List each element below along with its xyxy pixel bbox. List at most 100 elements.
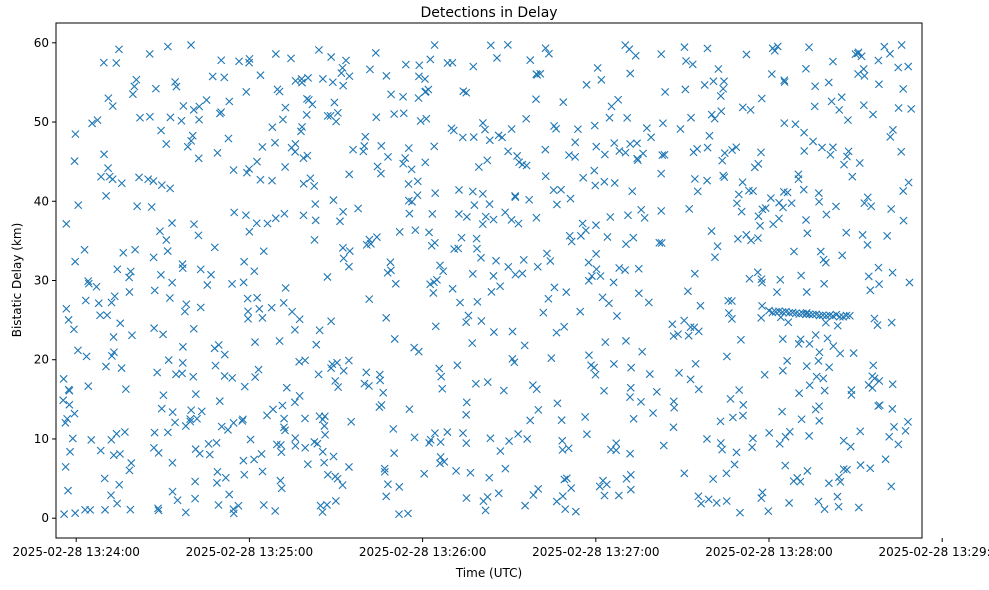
data-point xyxy=(429,288,438,297)
data-point xyxy=(125,273,134,282)
data-point xyxy=(102,191,111,200)
data-point xyxy=(113,499,122,508)
data-point xyxy=(163,428,172,437)
data-point xyxy=(225,97,234,106)
data-point xyxy=(596,272,605,281)
data-point xyxy=(612,439,621,448)
data-point xyxy=(93,116,102,125)
data-point xyxy=(757,313,766,322)
data-point xyxy=(210,243,219,252)
data-point xyxy=(860,71,869,80)
data-point xyxy=(842,465,851,474)
data-point xyxy=(404,196,413,205)
data-point xyxy=(815,348,824,357)
data-point xyxy=(163,247,172,256)
data-point xyxy=(181,508,190,517)
data-point xyxy=(754,234,762,243)
data-point xyxy=(455,185,463,194)
data-point xyxy=(390,449,399,458)
data-point xyxy=(544,49,553,58)
data-point xyxy=(836,349,845,358)
data-point xyxy=(744,186,753,195)
data-point xyxy=(81,296,90,305)
data-point xyxy=(268,176,277,185)
data-point xyxy=(121,385,130,394)
x-axis-label: Time (UTC) xyxy=(455,566,522,580)
data-point xyxy=(278,401,287,410)
data-point xyxy=(420,75,429,84)
data-point xyxy=(718,445,727,454)
data-point xyxy=(448,58,457,67)
data-point xyxy=(125,288,134,296)
data-point xyxy=(290,398,299,407)
data-point xyxy=(559,98,568,107)
data-point xyxy=(562,288,571,297)
data-point xyxy=(127,459,136,468)
data-point xyxy=(151,84,160,93)
data-point xyxy=(60,510,69,519)
data-point xyxy=(785,498,794,507)
data-point xyxy=(907,104,916,113)
data-point xyxy=(365,295,374,304)
data-point xyxy=(188,131,197,140)
data-point xyxy=(815,416,824,425)
data-point xyxy=(162,236,171,245)
data-point xyxy=(331,376,340,385)
data-point xyxy=(669,332,678,341)
data-point xyxy=(737,207,746,216)
data-point xyxy=(558,436,567,445)
data-point xyxy=(64,486,73,495)
data-point xyxy=(795,310,804,319)
data-point xyxy=(687,113,695,122)
data-point xyxy=(71,130,80,139)
data-point xyxy=(80,245,89,254)
data-point xyxy=(690,174,699,183)
data-point xyxy=(507,125,516,134)
data-point xyxy=(391,279,400,288)
data-point xyxy=(131,245,140,254)
data-point xyxy=(245,58,254,67)
data-point xyxy=(791,120,800,129)
data-point xyxy=(299,211,308,220)
data-point xyxy=(670,403,679,412)
data-point xyxy=(558,492,567,501)
data-point xyxy=(304,96,313,105)
data-point xyxy=(803,229,812,238)
data-point xyxy=(214,501,223,510)
data-point xyxy=(276,476,285,485)
data-point xyxy=(258,313,267,322)
data-point xyxy=(800,128,809,137)
data-point xyxy=(839,436,848,445)
data-point xyxy=(753,268,762,277)
data-point xyxy=(582,430,591,439)
data-point xyxy=(468,269,477,278)
data-point xyxy=(382,313,391,322)
data-point xyxy=(802,310,811,319)
data-point xyxy=(472,234,481,243)
data-point xyxy=(485,136,494,145)
data-point xyxy=(171,418,180,427)
data-point xyxy=(211,361,220,370)
data-point xyxy=(499,386,508,395)
data-point xyxy=(229,418,238,427)
data-point xyxy=(213,148,222,157)
data-point xyxy=(240,257,249,266)
data-point xyxy=(452,466,461,475)
data-point xyxy=(571,138,580,147)
data-point xyxy=(114,45,123,54)
data-point xyxy=(626,485,635,494)
data-point xyxy=(504,147,513,156)
data-point xyxy=(863,193,872,202)
data-point xyxy=(843,152,851,161)
data-point xyxy=(447,124,456,133)
data-point xyxy=(754,212,763,221)
data-point xyxy=(166,184,175,193)
data-point xyxy=(496,282,505,291)
data-point xyxy=(303,460,312,469)
data-point xyxy=(225,490,234,499)
data-point xyxy=(899,216,908,225)
data-point xyxy=(462,398,471,407)
data-point xyxy=(571,152,580,161)
data-point xyxy=(587,361,596,370)
data-point xyxy=(894,63,903,72)
